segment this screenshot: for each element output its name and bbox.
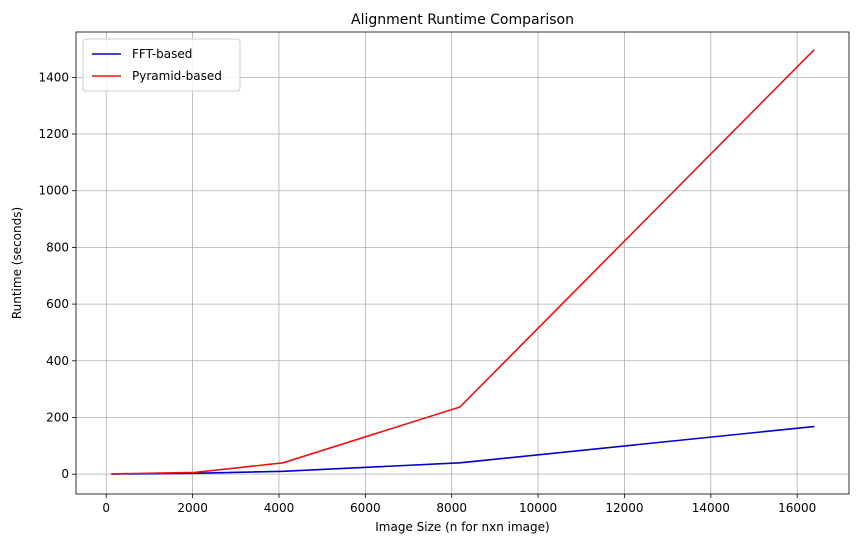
grid-lines [76, 32, 849, 494]
series-line-pyramid-based [110, 49, 815, 475]
y-tick-label: 1400 [38, 70, 69, 84]
x-tick-label: 4000 [264, 501, 295, 515]
x-tick-label: 6000 [350, 501, 381, 515]
legend-entry-label: FFT-based [132, 47, 192, 61]
x-tick-label: 14000 [692, 501, 730, 515]
y-tick-label: 800 [46, 240, 69, 254]
y-tick-label: 600 [46, 297, 69, 311]
y-tick-label: 200 [46, 410, 69, 424]
legend: FFT-based Pyramid-based [82, 38, 241, 92]
x-tick-label: 2000 [177, 501, 208, 515]
x-tick-label: 12000 [605, 501, 643, 515]
axis-ticks: 0 2000 4000 6000 8000 10000 12000 14000 16000 0 20… [38, 70, 816, 515]
plot-frame [75, 31, 850, 495]
y-tick-label: 400 [46, 354, 69, 368]
y-tick-label: 1200 [38, 127, 69, 141]
x-axis-label: Image Size (n for nxn image) [375, 520, 549, 534]
chart-title: Alignment Runtime Comparison [351, 12, 574, 28]
x-tick-label: 10000 [519, 501, 557, 515]
y-axis-label: Runtime (seconds) [10, 207, 24, 319]
y-tick-label: 0 [61, 467, 69, 481]
x-tick-label: 16000 [778, 501, 816, 515]
x-tick-label: 8000 [436, 501, 467, 515]
legend-entry-label: Pyramid-based [132, 69, 222, 83]
y-tick-label: 1000 [38, 184, 69, 198]
series-lines [110, 49, 815, 475]
x-tick-label: 0 [102, 501, 110, 515]
legend-box [82, 38, 241, 92]
